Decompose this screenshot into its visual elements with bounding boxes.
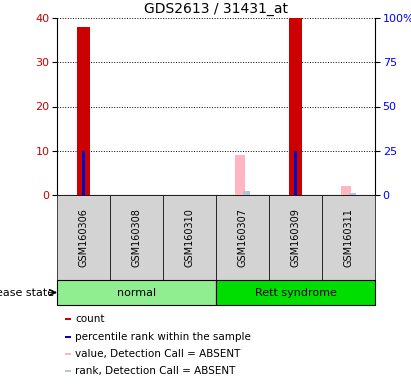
Text: percentile rank within the sample: percentile rank within the sample: [76, 332, 252, 342]
Bar: [65, 318, 72, 320]
Bar: [57, 195, 110, 280]
Bar: [65, 336, 72, 338]
Bar: [289, 18, 302, 195]
Bar: [110, 195, 163, 280]
Bar: [341, 186, 351, 195]
Bar: [294, 151, 297, 195]
Bar: [65, 371, 72, 372]
Title: GDS2613 / 31431_at: GDS2613 / 31431_at: [144, 2, 288, 16]
Bar: [269, 195, 322, 280]
Text: GSM160307: GSM160307: [238, 208, 247, 267]
Text: Rett syndrome: Rett syndrome: [254, 288, 337, 298]
Text: GSM160311: GSM160311: [344, 208, 353, 267]
Text: GSM160309: GSM160309: [291, 208, 300, 267]
Bar: [216, 280, 375, 305]
Text: value, Detection Call = ABSENT: value, Detection Call = ABSENT: [76, 349, 241, 359]
Bar: [235, 155, 245, 195]
Text: GSM160310: GSM160310: [185, 208, 194, 267]
Bar: [82, 151, 85, 195]
Bar: [243, 190, 249, 195]
Bar: [163, 195, 216, 280]
Bar: [77, 27, 90, 195]
Bar: [65, 353, 72, 355]
Bar: [57, 280, 216, 305]
Bar: [322, 195, 375, 280]
Bar: [349, 193, 356, 195]
Text: disease state: disease state: [0, 288, 54, 298]
Text: rank, Detection Call = ABSENT: rank, Detection Call = ABSENT: [76, 366, 236, 376]
Text: GSM160306: GSM160306: [79, 208, 88, 267]
Text: count: count: [76, 314, 105, 324]
Text: normal: normal: [117, 288, 156, 298]
Text: GSM160308: GSM160308: [132, 208, 141, 267]
Bar: [216, 195, 269, 280]
